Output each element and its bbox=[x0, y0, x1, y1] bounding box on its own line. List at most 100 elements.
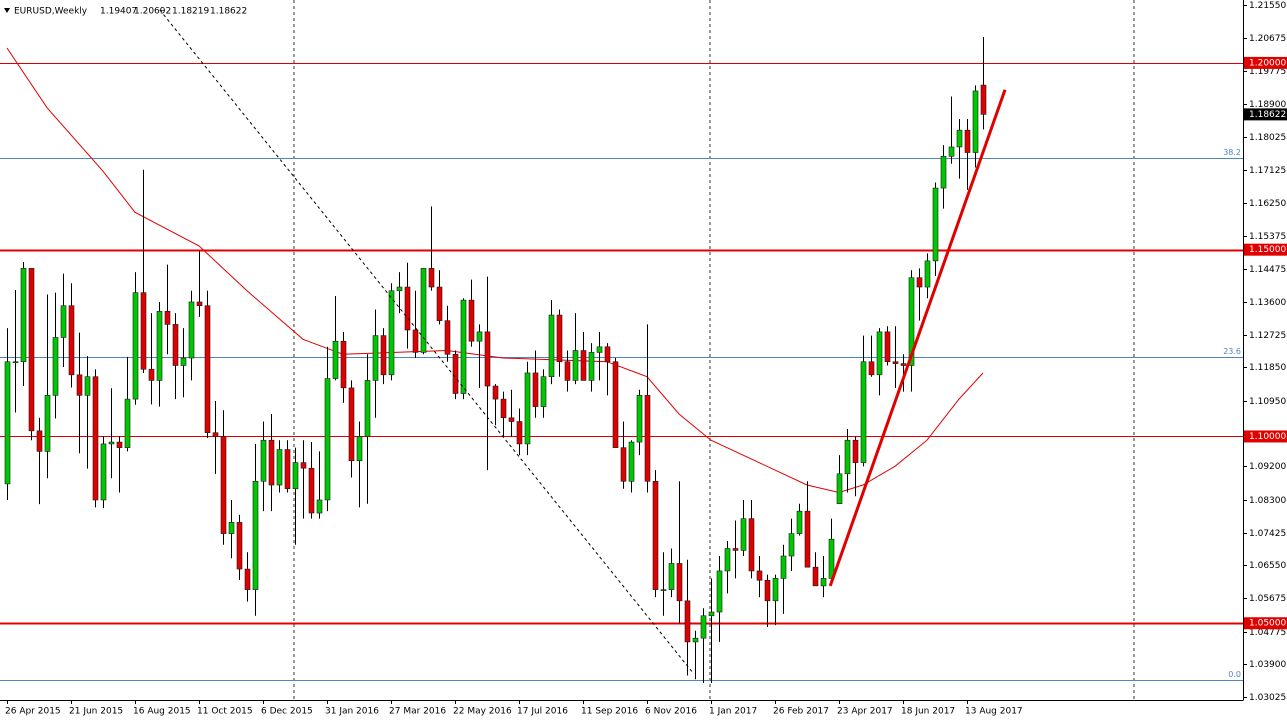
price-level-tag-label: 1.10000 bbox=[1249, 432, 1286, 442]
y-tick-label: 1.04775 bbox=[1249, 628, 1286, 638]
price-level-tag bbox=[1244, 56, 1287, 69]
y-tick-label: 1.11850 bbox=[1249, 363, 1286, 373]
candle-body bbox=[940, 155, 947, 189]
candle-body bbox=[740, 518, 747, 551]
candle-body bbox=[260, 439, 267, 482]
candle-body bbox=[436, 286, 443, 321]
candle-body bbox=[140, 292, 147, 370]
candle-body bbox=[756, 570, 763, 581]
x-tick-label: 21 Jun 2015 bbox=[69, 707, 123, 717]
candle-body bbox=[300, 462, 307, 469]
x-tick-label: 22 May 2016 bbox=[453, 707, 512, 717]
candle-body bbox=[236, 522, 243, 570]
candle-body bbox=[836, 473, 843, 504]
candle-body bbox=[76, 374, 83, 396]
candle-body bbox=[148, 368, 155, 381]
candle-body bbox=[100, 443, 107, 501]
candle-body bbox=[36, 430, 43, 452]
y-tick-label: 1.06550 bbox=[1249, 561, 1286, 571]
x-tick-label: 6 Dec 2015 bbox=[261, 707, 313, 717]
candle-body bbox=[692, 637, 699, 643]
y-tick-label: 1.19775 bbox=[1249, 67, 1286, 77]
candle-body bbox=[252, 480, 259, 590]
candle-body bbox=[676, 563, 683, 602]
candle-body bbox=[124, 398, 131, 448]
x-tick-label: 23 Apr 2017 bbox=[837, 707, 893, 717]
candle-body bbox=[900, 363, 907, 366]
menu-arrow[interactable] bbox=[4, 8, 10, 13]
last-low: 1.18219 bbox=[172, 7, 209, 17]
moving-average bbox=[6, 47, 984, 494]
candle-body bbox=[932, 187, 939, 262]
fib-label: 38.2 bbox=[1223, 148, 1241, 157]
candle-body bbox=[580, 350, 587, 381]
candle-body bbox=[484, 331, 491, 387]
candle-body bbox=[924, 260, 931, 288]
candle-body bbox=[708, 611, 715, 617]
candle-body bbox=[540, 376, 547, 407]
candle-body bbox=[500, 398, 507, 419]
y-tick-label: 1.07425 bbox=[1249, 529, 1286, 539]
y-tick-label: 1.08300 bbox=[1249, 496, 1286, 506]
candle-body bbox=[316, 499, 323, 514]
x-tick-label: 1 Jan 2017 bbox=[709, 707, 757, 717]
candle-body bbox=[852, 439, 859, 463]
y-tick-label: 1.10950 bbox=[1249, 397, 1286, 407]
y-tick-label: 1.05675 bbox=[1249, 594, 1286, 604]
candle-body bbox=[516, 421, 523, 445]
y-tick-label: 1.17125 bbox=[1249, 166, 1286, 176]
candle-body bbox=[132, 292, 139, 400]
candle-body bbox=[748, 518, 755, 572]
candle-body bbox=[60, 305, 67, 338]
candle-body bbox=[972, 90, 979, 153]
price-level-tag bbox=[1244, 617, 1287, 630]
x-tick-label: 16 Aug 2015 bbox=[133, 707, 191, 717]
candle-body bbox=[204, 305, 211, 434]
candle-body bbox=[684, 600, 691, 643]
last-high: 1.20692 bbox=[134, 7, 171, 17]
candle-body bbox=[876, 331, 883, 376]
candle-body bbox=[524, 372, 531, 445]
candle-body bbox=[860, 361, 867, 463]
candle-body bbox=[812, 566, 819, 587]
trendline bbox=[828, 89, 1007, 587]
candle-body bbox=[444, 320, 451, 355]
y-tick-label: 1.18900 bbox=[1249, 100, 1286, 110]
candle-body bbox=[828, 538, 835, 579]
candle-body bbox=[532, 372, 539, 407]
y-tick-label: 1.15375 bbox=[1249, 232, 1286, 242]
candle-body bbox=[372, 335, 379, 381]
candle-body bbox=[700, 615, 707, 639]
candle-body bbox=[956, 129, 963, 148]
candle-body bbox=[908, 277, 915, 366]
candle-body bbox=[268, 439, 275, 486]
fib-label: 0.0 bbox=[1228, 670, 1241, 679]
candle-body bbox=[628, 441, 635, 482]
candle-body bbox=[492, 385, 499, 400]
current-price-label: 1.18622 bbox=[1249, 110, 1286, 120]
candle-body bbox=[604, 346, 611, 363]
price-level-tag-label: 1.20000 bbox=[1249, 58, 1286, 68]
candle-body bbox=[644, 395, 651, 482]
candle-body bbox=[356, 436, 363, 462]
current-price-tag bbox=[1244, 108, 1287, 121]
candle-body bbox=[716, 570, 723, 613]
y-tick-label: 1.16250 bbox=[1249, 199, 1286, 209]
candle-body bbox=[412, 329, 419, 353]
candle-body bbox=[636, 395, 643, 443]
candle-body bbox=[452, 353, 459, 394]
x-tick-label: 11 Sep 2016 bbox=[581, 707, 638, 717]
candle-body bbox=[332, 340, 339, 379]
candle-body bbox=[108, 441, 115, 445]
candle-body bbox=[572, 350, 579, 381]
candle-body bbox=[916, 277, 923, 288]
candle-body bbox=[180, 357, 187, 366]
candle-body bbox=[476, 331, 483, 342]
x-tick-label: 31 Jan 2016 bbox=[325, 707, 379, 717]
candle-body bbox=[12, 361, 19, 364]
candle-body bbox=[308, 467, 315, 514]
y-tick-label: 1.18025 bbox=[1249, 133, 1286, 143]
x-tick-label: 17 Jul 2016 bbox=[517, 707, 568, 717]
candle-body bbox=[340, 340, 347, 389]
candle-body bbox=[44, 395, 51, 452]
